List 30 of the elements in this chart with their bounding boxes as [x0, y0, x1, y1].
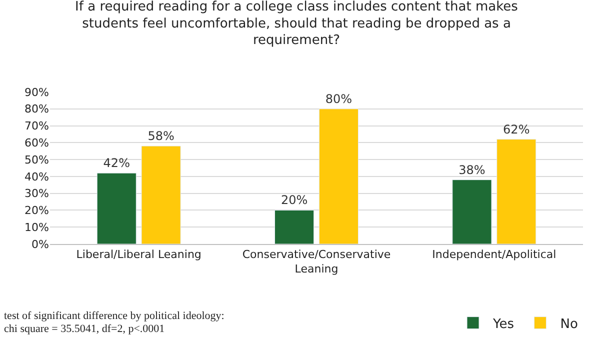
data-label: 38% [458, 162, 486, 177]
chart-title: If a required reading for a college class includes content that makes students feel uncomfortable, should that reading be dropped as a requirement? [75, 0, 518, 48]
legend-label: No [560, 316, 578, 332]
bar [274, 210, 314, 244]
y-tick-label: 20% [24, 204, 49, 218]
text: test of significant difference by political ideology: [4, 310, 224, 322]
y-tick-label: 70% [24, 120, 49, 133]
y-tick-label: 40% [24, 170, 49, 184]
data-label: 20% [280, 193, 308, 208]
y-tick-label: 50% [24, 153, 49, 166]
data-label: 80% [325, 92, 352, 106]
x-tick-label: Independent/Apolitical [432, 248, 556, 262]
legend-label: Yes [492, 316, 514, 332]
y-tick-label: 0% [32, 238, 49, 251]
y-tick-label: 60% [24, 136, 49, 150]
text: chi square = 35.5041, df=2, p<.0001 [4, 323, 165, 335]
bar [318, 108, 358, 244]
data-label: 42% [103, 156, 130, 170]
y-tick-label: 90% [24, 86, 49, 99]
y-tick-label: 10% [24, 220, 49, 234]
y-tick-label: 80% [24, 102, 49, 116]
y-tick-label: 30% [24, 187, 49, 200]
data-label: 58% [148, 129, 174, 144]
data-label: 62% [503, 122, 530, 136]
bar [96, 172, 136, 244]
x-tick-label: Conservative/Conservative Leaning [242, 248, 391, 276]
bar [452, 180, 492, 244]
x-tick-label: Liberal/Liberal Leaning [76, 248, 202, 262]
bar [141, 146, 181, 244]
bar [496, 139, 536, 244]
